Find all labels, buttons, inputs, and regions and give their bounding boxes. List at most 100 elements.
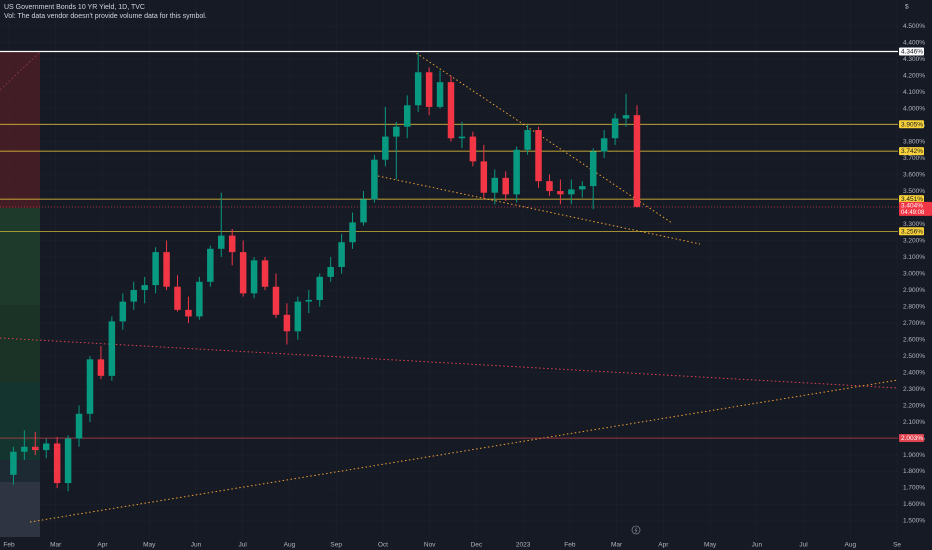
candle-body: [589, 151, 597, 187]
candle-body: [611, 118, 619, 139]
candle-body: [622, 115, 630, 119]
candle-body: [316, 276, 323, 300]
x-tick-label: May: [704, 542, 717, 549]
y-tick-label: 2.800%: [903, 303, 925, 310]
candle-body: [141, 285, 148, 291]
y-tick-label: 4.500%: [903, 23, 925, 30]
levels: [0, 50, 898, 439]
candle-body: [633, 115, 641, 207]
x-tick-label: Jul: [799, 542, 808, 549]
candle-body: [196, 281, 203, 317]
candle-body: [447, 82, 455, 139]
y-tick-label: 4.000%: [903, 105, 925, 112]
candle-body: [382, 136, 389, 160]
candle-body: [480, 161, 488, 193]
candle-body: [327, 266, 334, 277]
level-tag-label: 3.742%: [901, 148, 923, 155]
candle-body: [239, 252, 247, 294]
x-tick-label: Nov: [424, 542, 436, 549]
candle-body: [524, 130, 531, 150]
candle-body: [152, 252, 159, 286]
x-tick-label: Apr: [97, 542, 108, 549]
replay-icon[interactable]: [631, 525, 641, 535]
level-tag-label: 3.451%: [901, 196, 923, 203]
y-tick-label: 4.400%: [903, 39, 925, 46]
y-tick-label: 2.900%: [903, 287, 925, 294]
x-tick-label: Aug: [845, 542, 857, 549]
grid: [0, 0, 898, 540]
candle-body: [218, 235, 225, 249]
y-tick-label: 3.500%: [903, 188, 925, 195]
x-tick-label: Se: [893, 542, 901, 549]
candle-body: [130, 290, 137, 302]
candle-body: [53, 443, 61, 484]
y-tick-label: 2.300%: [903, 386, 925, 393]
y-tick-label: 4.300%: [903, 56, 925, 63]
candle-body: [393, 126, 400, 137]
candle-body: [283, 314, 291, 332]
candle-body: [371, 159, 378, 200]
x-tick-label: Jun: [191, 542, 202, 549]
trend-line: [377, 175, 701, 245]
candle-body: [272, 286, 280, 315]
candle-body: [568, 189, 575, 195]
y-tick-label: 2.600%: [903, 336, 925, 343]
y-tick-label: 2.500%: [903, 353, 925, 360]
level-tag: [899, 227, 924, 236]
x-tick-label: Feb: [3, 542, 15, 549]
candle-body: [513, 149, 520, 195]
profit-zone: [0, 305, 40, 382]
candle-body: [163, 252, 170, 287]
trend-line: [29, 379, 899, 523]
candle-body: [338, 242, 345, 267]
x-tick-label: Jun: [752, 542, 763, 549]
candle-body: [261, 260, 269, 287]
candle-body: [546, 181, 553, 192]
y-tick-label: 3.200%: [903, 237, 925, 244]
candle-body: [250, 260, 258, 294]
last-price-tag: [899, 201, 932, 216]
x-tick-label: Dec: [471, 542, 483, 549]
level-tag-label: 3.256%: [901, 228, 923, 235]
candle-body: [458, 136, 466, 139]
tool-line: [0, 51, 41, 91]
candles: [10, 52, 641, 492]
candle-body: [469, 136, 477, 162]
replay-icon-glyph: [634, 527, 638, 533]
candle-body: [185, 309, 192, 317]
profit-zone: [0, 208, 40, 305]
y-tick-label: 2.700%: [903, 320, 925, 327]
y-tick-label: 2.400%: [903, 369, 925, 376]
loss-zone: [0, 52, 40, 208]
candle-body: [502, 177, 509, 195]
last-price-label: 3.404%: [901, 203, 923, 210]
y-tick-label: 3.100%: [903, 254, 925, 261]
candle-body: [108, 321, 116, 376]
level-tag-label: 2.003%: [901, 435, 923, 442]
y-tick-label: 1.800%: [903, 468, 925, 475]
candle-body: [425, 72, 433, 107]
level-tag: [899, 47, 924, 56]
x-tick-label: Feb: [564, 542, 576, 549]
price-axis: [898, 0, 932, 550]
profit-zone: [0, 460, 40, 482]
candle-body: [207, 248, 214, 282]
y-tick-label: 1.500%: [903, 518, 925, 525]
candle-body: [403, 105, 411, 127]
x-tick-label: Sep: [330, 542, 342, 549]
level-tag: [899, 434, 924, 443]
x-tick-label: 2023: [516, 542, 531, 549]
y-tick-label: 1.900%: [903, 452, 925, 459]
x-tick-label: May: [143, 542, 156, 549]
y-tick-label: 1.700%: [903, 485, 925, 492]
chart-subtitle: Vol: The data vendor doesn't provide vol…: [4, 13, 207, 20]
candle-body: [97, 359, 105, 376]
level-tag: [899, 195, 924, 204]
candle-body: [228, 235, 236, 253]
x-tick-label: Mar: [50, 542, 62, 549]
candle-body: [579, 186, 586, 190]
level-tag: [899, 120, 924, 129]
candle-body: [119, 301, 127, 322]
